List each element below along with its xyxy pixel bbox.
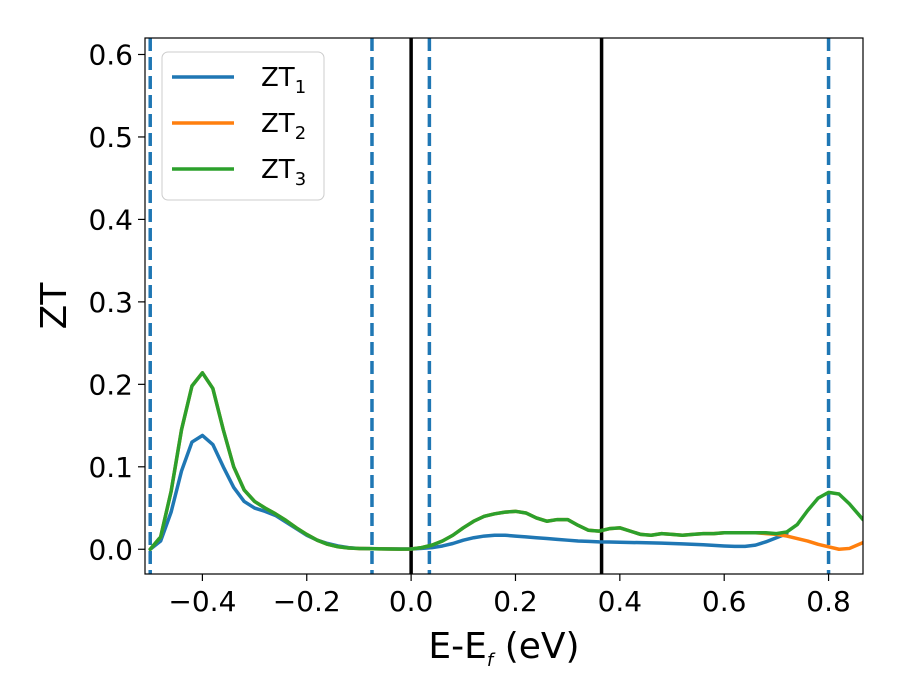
- series-line-3: [148, 371, 863, 552]
- reference-lines: [148, 38, 831, 574]
- x-tick-label: −0.4: [168, 585, 236, 618]
- y-tick-label: 0.5: [88, 121, 133, 154]
- legend-box: [161, 51, 325, 201]
- x-axis-label: E-Ef (eV): [428, 626, 579, 671]
- plot-frame: [144, 37, 864, 575]
- y-axis: 0.0 0.1 0.2 0.3 0.4 0.5 0.6: [88, 38, 145, 566]
- y-tick-label: 0.6: [88, 38, 133, 71]
- x-tick-label: 0.4: [598, 585, 643, 618]
- legend: ZT1 ZT2 ZT3: [161, 51, 325, 201]
- y-tick-label: 0.2: [88, 368, 133, 401]
- x-tick-label: −0.2: [273, 585, 341, 618]
- y-axis-label: ZT: [34, 282, 75, 330]
- y-tick-label: 0.3: [88, 286, 133, 319]
- legend-label-2: ZT2: [261, 109, 306, 144]
- y-tick-label: 0.0: [88, 533, 133, 566]
- legend-label-1: ZT1: [261, 63, 306, 98]
- x-tick-label: 0.6: [702, 585, 747, 618]
- legend-label-3: ZT3: [261, 155, 306, 190]
- y-tick-label: 0.4: [88, 203, 133, 236]
- x-tick-label: 0.2: [493, 585, 538, 618]
- y-tick-label: 0.1: [88, 451, 133, 484]
- x-axis: −0.4 −0.2 0.0 0.2 0.4 0.6 0.8: [168, 574, 851, 618]
- series-line-1: [148, 433, 789, 552]
- x-tick-label: 0.8: [806, 585, 851, 618]
- x-tick-label: 0.0: [389, 585, 434, 618]
- series-lines: [148, 371, 863, 552]
